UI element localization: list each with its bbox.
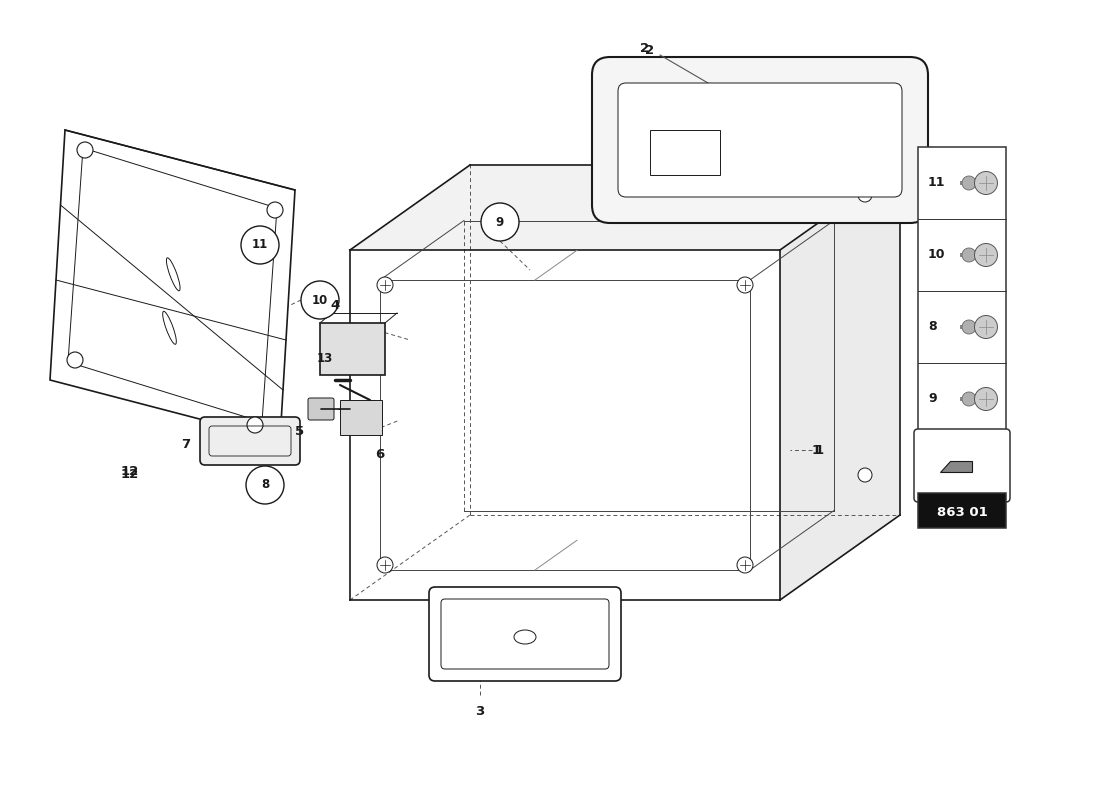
Polygon shape	[940, 461, 972, 473]
Circle shape	[77, 142, 94, 158]
Circle shape	[975, 171, 998, 194]
Text: 863 01: 863 01	[936, 506, 988, 519]
FancyBboxPatch shape	[918, 493, 1007, 528]
Circle shape	[962, 392, 976, 406]
Polygon shape	[350, 250, 780, 600]
Circle shape	[962, 176, 976, 190]
FancyBboxPatch shape	[914, 429, 1010, 502]
Circle shape	[737, 557, 754, 573]
Text: 2: 2	[640, 42, 650, 54]
Circle shape	[241, 226, 279, 264]
FancyBboxPatch shape	[650, 130, 721, 175]
Text: 9: 9	[496, 215, 504, 229]
Circle shape	[67, 352, 82, 368]
FancyBboxPatch shape	[618, 83, 902, 197]
Text: a passion for parts since 1985: a passion for parts since 1985	[390, 381, 649, 499]
Circle shape	[975, 387, 998, 410]
Text: 11: 11	[928, 177, 946, 190]
FancyBboxPatch shape	[340, 400, 382, 435]
Circle shape	[377, 557, 393, 573]
Circle shape	[962, 248, 976, 262]
Circle shape	[248, 417, 263, 433]
Text: 1: 1	[812, 443, 821, 457]
Text: 4: 4	[330, 299, 340, 312]
Text: 1: 1	[815, 443, 824, 457]
Polygon shape	[780, 165, 900, 600]
Circle shape	[975, 315, 998, 338]
Text: 10: 10	[928, 249, 946, 262]
Ellipse shape	[514, 630, 536, 644]
FancyBboxPatch shape	[320, 323, 385, 375]
FancyBboxPatch shape	[200, 417, 300, 465]
Circle shape	[301, 281, 339, 319]
Circle shape	[737, 277, 754, 293]
Circle shape	[377, 277, 393, 293]
Polygon shape	[50, 130, 295, 440]
FancyBboxPatch shape	[592, 57, 928, 223]
Text: 5: 5	[296, 425, 305, 438]
Text: 6: 6	[375, 448, 385, 461]
FancyBboxPatch shape	[429, 587, 621, 681]
Ellipse shape	[163, 311, 176, 344]
Text: 2: 2	[646, 43, 654, 57]
Text: 3: 3	[475, 705, 485, 718]
Text: 7: 7	[180, 438, 190, 451]
Ellipse shape	[166, 258, 180, 290]
Text: 8: 8	[261, 478, 270, 491]
Text: 12: 12	[121, 465, 139, 478]
Circle shape	[267, 202, 283, 218]
Text: 11: 11	[252, 238, 268, 251]
Circle shape	[858, 468, 872, 482]
Circle shape	[481, 203, 519, 241]
Circle shape	[858, 188, 872, 202]
Text: 12: 12	[121, 468, 139, 481]
Polygon shape	[350, 165, 900, 250]
FancyBboxPatch shape	[918, 147, 1007, 435]
Circle shape	[975, 243, 998, 266]
Circle shape	[246, 466, 284, 504]
Text: 8: 8	[928, 321, 936, 334]
FancyBboxPatch shape	[308, 398, 334, 420]
Text: euroParts: euroParts	[384, 240, 716, 420]
Text: 9: 9	[928, 393, 936, 406]
Circle shape	[962, 320, 976, 334]
Text: 10: 10	[312, 294, 328, 306]
Text: 13: 13	[317, 352, 333, 365]
